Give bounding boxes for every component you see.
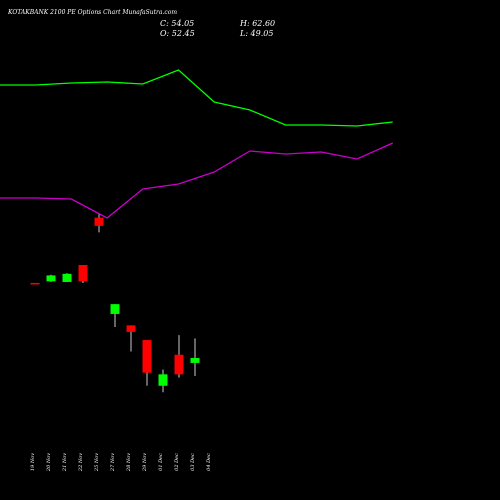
candle xyxy=(142,340,152,386)
candle-body xyxy=(30,282,40,285)
x-tick-label: 02 Dec xyxy=(174,453,180,471)
x-tick-label: 20 Nov xyxy=(46,453,52,472)
candle xyxy=(46,274,56,282)
line-series-1 xyxy=(0,69,393,127)
candle xyxy=(190,338,200,376)
candle-body xyxy=(174,354,184,375)
candle xyxy=(158,369,168,393)
candle-body xyxy=(94,217,104,226)
candle xyxy=(94,214,104,233)
x-tick-label: 27 Nov xyxy=(110,453,116,472)
candle-body xyxy=(190,358,200,363)
chart-title: KOTAKBANK 2100 PE Options Chart MunafaSu… xyxy=(8,9,178,16)
candle-body xyxy=(158,374,168,386)
candle-body xyxy=(78,264,88,282)
open-value: O: 52.45 xyxy=(160,29,195,38)
candle xyxy=(62,273,72,282)
candlestick-layer xyxy=(30,214,200,393)
candle xyxy=(30,282,40,285)
line-series-layer xyxy=(0,69,393,219)
high-value: H: 62.60 xyxy=(240,19,276,28)
x-tick-label: 21 Nov xyxy=(62,453,68,472)
x-tick-label: 28 Nov xyxy=(126,453,132,472)
x-tick-label: 25 Nov xyxy=(94,453,100,472)
low-value: L: 49.05 xyxy=(240,29,274,38)
x-axis-labels: 19 Nov 20 Nov 21 Nov 22 Nov 25 Nov 27 Nov 28 N… xyxy=(30,453,212,472)
candle-body xyxy=(126,325,136,332)
candle xyxy=(126,325,136,352)
candle-body xyxy=(142,340,152,373)
candle xyxy=(174,335,184,378)
candle-body xyxy=(62,273,72,282)
close-value: C: 54.05 xyxy=(160,19,195,28)
x-tick-label: 03 Dec xyxy=(190,453,196,471)
candle xyxy=(78,264,88,283)
x-tick-label: 19 Nov xyxy=(30,453,36,471)
x-tick-label: 29 Nov xyxy=(142,453,148,472)
x-tick-label: 01 Dec xyxy=(158,453,164,471)
candle-body xyxy=(110,304,120,314)
line-series-2 xyxy=(0,142,393,219)
x-tick-label: 04 Dec xyxy=(206,453,212,471)
x-tick-label: 22 Nov xyxy=(78,453,84,472)
candle xyxy=(110,304,120,328)
candle-body xyxy=(46,275,56,282)
